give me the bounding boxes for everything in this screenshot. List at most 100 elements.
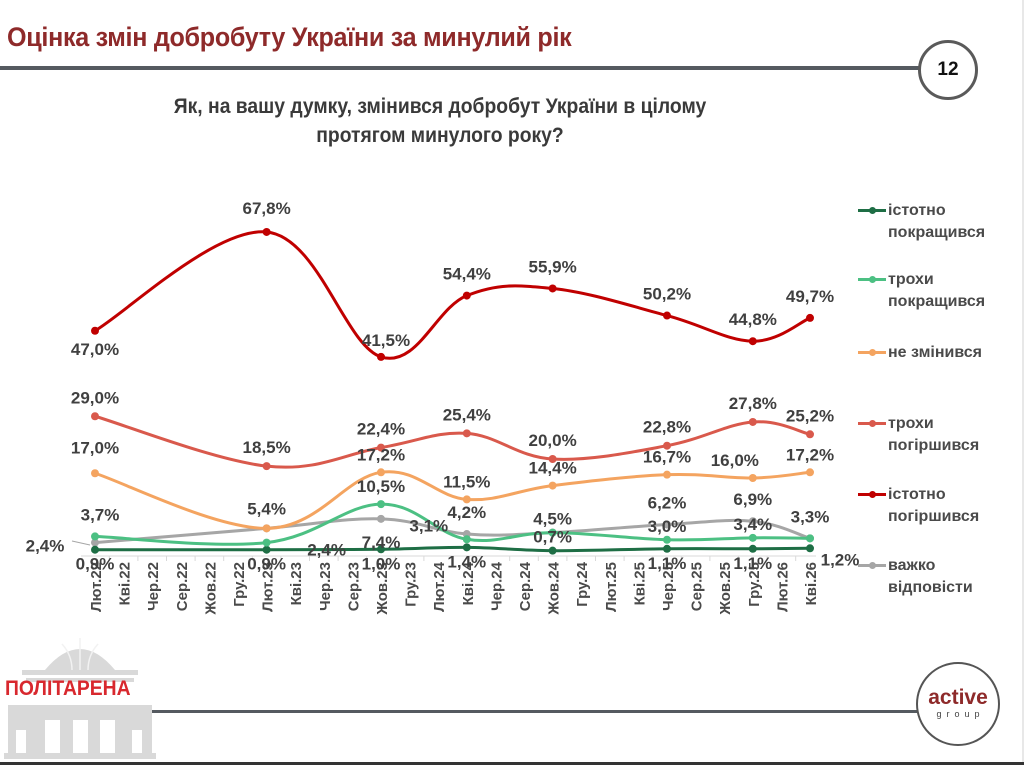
x-axis-tick-label: Жов.24 [546,561,563,615]
legend-label: не змінився [888,344,983,361]
data-point [748,517,757,526]
data-label: 2,4% [26,537,65,556]
data-point [748,544,757,553]
data-point [377,500,385,509]
x-axis-tick-label: Сер.24 [517,561,534,611]
data-label: 25,4% [443,405,491,424]
data-label: 47,0% [71,340,119,359]
x-axis-tick-label: Чер.24 [488,561,505,611]
politarena-logo-text: ПОЛІТАРЕНА [5,677,131,700]
data-point [548,455,557,463]
data-label: 1,2% [821,550,860,569]
legend-item-significantly-improved: істотно покращився [858,200,1018,244]
x-axis-tick-label: Кві.22 [117,562,134,605]
data-point [91,326,99,335]
data-point [806,313,814,322]
data-label: 17,2% [786,445,834,464]
data-label: 0,9% [247,555,286,574]
data-point [806,468,814,477]
data-label: 4,5% [533,510,572,529]
x-axis-tick-label: Жов.22 [202,562,219,616]
footer-divider [152,710,922,713]
data-label: 0,7% [533,528,572,547]
data-label: 1,0% [362,554,401,573]
data-point [91,545,99,554]
legend-label-line2: покращився [888,224,986,241]
data-point [663,470,671,479]
data-label: 54,4% [443,265,491,284]
data-label: 27,8% [729,394,777,413]
data-label: 20,0% [528,431,576,450]
x-axis-tick-label: Лют.26 [774,562,791,612]
legend-item-slightly-worsened: трохи погіршився [858,413,1018,457]
legend-item-significantly-worsened: істотно погіршився [858,484,1018,528]
legend-label: трохи [888,415,934,432]
legend-item-slightly-improved: трохи покращився [858,269,1018,313]
data-point [462,429,471,438]
data-label: 10,5% [357,477,405,496]
legend-item-unchanged: не змінився [858,342,1018,364]
data-point [548,481,557,490]
data-label: 0,9% [76,555,115,574]
data-label: 22,4% [357,420,405,439]
x-axis-tick-label: Жов.25 [717,562,734,616]
data-point [462,495,471,504]
page-number-badge: 12 [918,40,978,100]
data-label: 11,5% [443,472,490,491]
data-point [262,524,271,533]
x-axis-tick-label: Лют.25 [603,562,620,612]
active-group-logo-sub: group [936,709,985,719]
data-label: 16,7% [643,448,691,467]
data-point [663,520,671,529]
data-label: 50,2% [643,285,691,304]
data-point [91,412,99,421]
data-label: 3,7% [81,505,120,524]
data-point [462,543,471,552]
data-point [377,514,385,523]
legend-swatch-icon [858,413,888,433]
data-label: 67,8% [242,199,290,218]
active-group-logo: active group [916,662,1000,746]
data-point [748,474,757,482]
data-label: 4,2% [447,503,486,522]
legend-swatch-icon [858,200,888,220]
question-line-1: Як, на вашу думку, змінився добробут Укр… [173,95,707,118]
data-point [663,441,671,450]
data-point [806,544,814,553]
data-point [806,534,814,543]
active-group-logo-main: active [928,686,988,709]
title-divider [0,66,922,70]
data-label: 3,3% [791,507,830,526]
series-line [94,230,811,360]
data-point [663,311,671,320]
x-axis-tick-label: Лют.22 [88,562,105,612]
data-label: 6,2% [648,494,687,513]
data-point [262,227,271,236]
page-right-border [1022,0,1024,765]
data-label: 5,4% [247,499,286,518]
data-label: 3,0% [648,517,687,536]
legend-label-line2: погіршився [888,437,980,454]
data-label: 29,0% [71,388,119,407]
data-label: 17,2% [357,445,405,464]
data-point [262,462,271,471]
legend-swatch-icon [858,484,888,504]
data-label: 22,8% [643,418,691,437]
legend-label: істотно [888,486,946,503]
series-line [94,545,811,553]
data-label: 1,1% [733,554,772,573]
data-point [663,535,671,544]
x-axis-tick-label: Жов.23 [374,562,391,616]
data-point [262,545,271,554]
question-line-2: протягом минулого року? [316,124,564,147]
legend-label: трохи [888,271,934,288]
data-point [548,528,557,537]
legend-swatch-icon [858,555,888,575]
x-axis-tick-label: Гру.22 [231,562,248,607]
data-point [462,291,471,300]
data-label: 55,9% [528,257,576,276]
x-axis-tick-label: Кві.25 [631,562,648,605]
data-label: 17,0% [71,438,119,457]
x-axis-tick-label: Лют.23 [260,562,277,612]
